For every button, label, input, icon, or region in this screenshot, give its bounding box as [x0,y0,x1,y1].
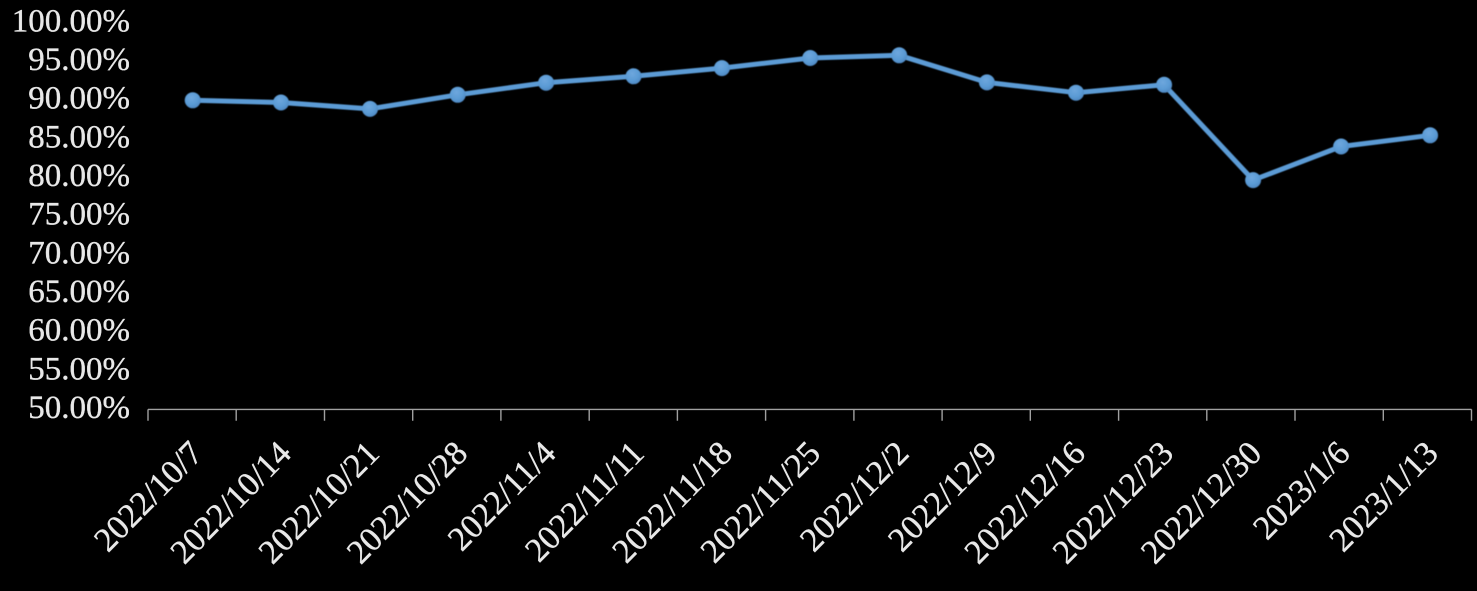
svg-text:60.00%: 60.00% [28,313,130,349]
svg-text:50.00%: 50.00% [28,390,130,426]
svg-text:70.00%: 70.00% [28,235,130,271]
svg-text:85.00%: 85.00% [28,119,130,155]
svg-text:55.00%: 55.00% [28,351,130,387]
svg-text:80.00%: 80.00% [28,158,130,194]
svg-text:75.00%: 75.00% [28,197,130,233]
svg-text:95.00%: 95.00% [28,42,130,78]
svg-text:90.00%: 90.00% [28,81,130,117]
svg-text:100.00%: 100.00% [12,3,130,39]
svg-text:65.00%: 65.00% [28,274,130,310]
